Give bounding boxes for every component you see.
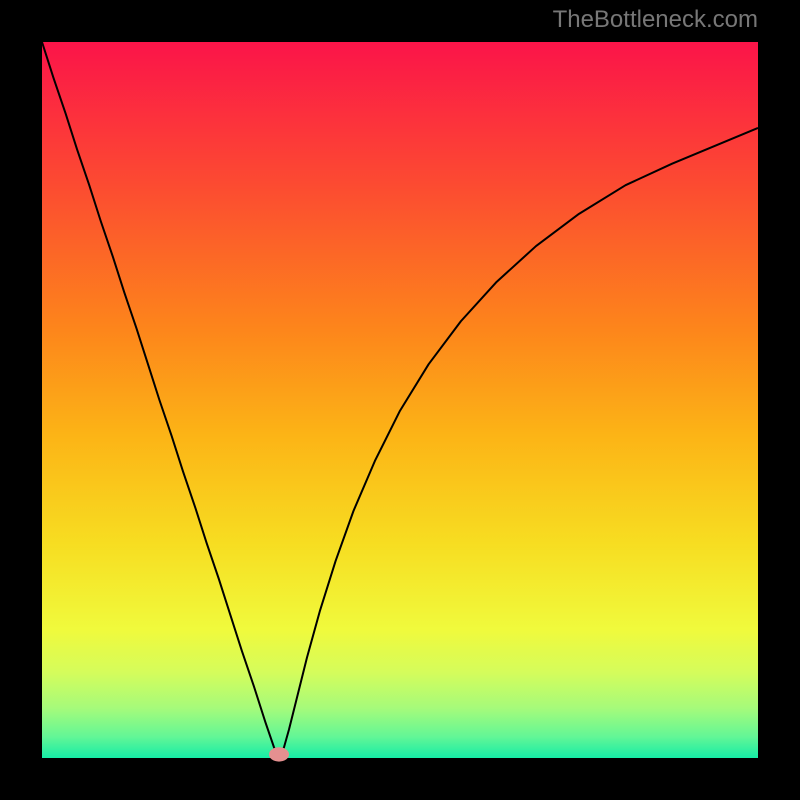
plot-background	[42, 42, 758, 758]
chart-frame: TheBottleneck.com	[0, 0, 800, 800]
bottleneck-chart-svg	[0, 0, 800, 800]
minimum-marker	[269, 747, 289, 761]
watermark-text: TheBottleneck.com	[553, 6, 758, 34]
